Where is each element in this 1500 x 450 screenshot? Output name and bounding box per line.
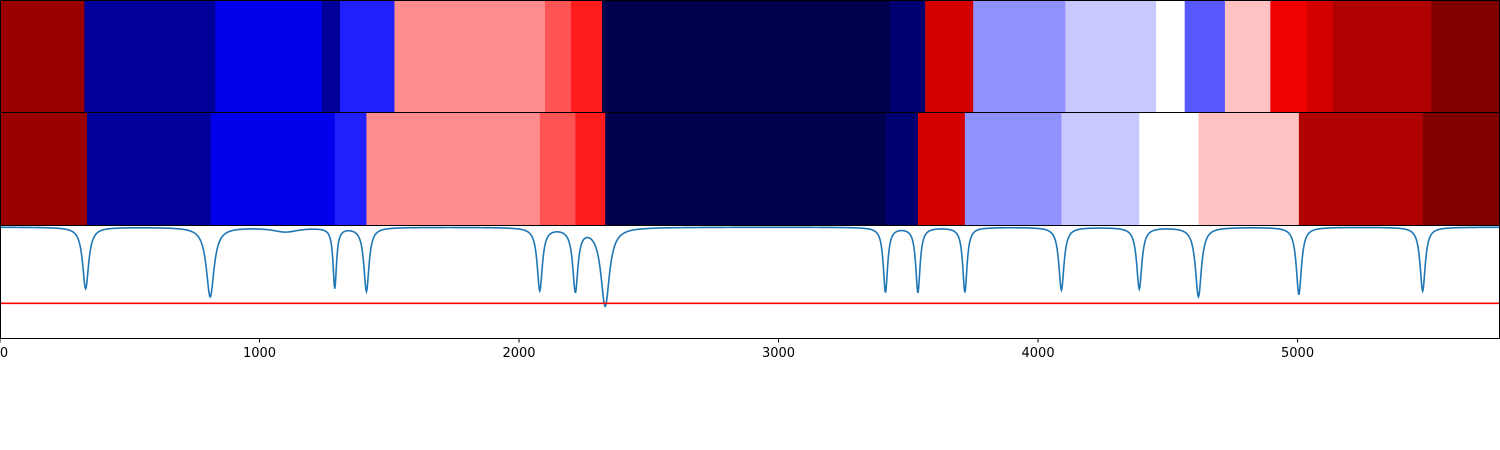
heatmap-segment xyxy=(925,1,974,112)
heatmap-segment xyxy=(964,113,1063,225)
heatmap-segment xyxy=(602,1,891,112)
heatmap-segment xyxy=(539,113,576,225)
heatmap-segment xyxy=(1306,1,1334,112)
score-series-line xyxy=(0,226,1500,308)
heatmap-segment xyxy=(885,113,919,225)
heatmap-segment xyxy=(1061,113,1140,225)
heatmap-segment xyxy=(1422,113,1500,225)
heatmap-segment xyxy=(1431,1,1500,112)
heatmap-segment xyxy=(394,1,546,112)
heatmap-panel-top xyxy=(0,1,1500,112)
x-tick-label: 2000 xyxy=(502,346,535,361)
heatmap-segment xyxy=(0,113,88,225)
heatmap-segment xyxy=(334,113,368,225)
heatmap-segment xyxy=(210,113,336,225)
x-tick-label: 0 xyxy=(0,346,8,361)
heatmap-segment xyxy=(1139,113,1200,225)
heatmap-segment xyxy=(1332,1,1432,112)
score-line-panel xyxy=(0,226,1500,308)
heatmap-segment xyxy=(1156,1,1186,112)
x-tick-label: 4000 xyxy=(1022,346,1055,361)
heatmap-segment xyxy=(575,113,606,225)
heatmap-segment xyxy=(1298,113,1424,225)
heatmap-segment xyxy=(339,1,396,112)
heatmap-segment xyxy=(1198,113,1300,225)
x-axis: 0 1000 2000 3000 4000 5000 xyxy=(0,338,1314,361)
heatmap-segment xyxy=(544,1,572,112)
x-tick-label: 5000 xyxy=(1281,346,1314,361)
heatmap-segment xyxy=(973,1,1066,112)
heatmap-segment xyxy=(1224,1,1271,112)
x-tick-label: 1000 xyxy=(243,346,276,361)
heatmap-segment xyxy=(86,113,212,225)
heatmap-segment xyxy=(366,113,541,225)
x-tick-label: 3000 xyxy=(762,346,795,361)
heatmap-segment xyxy=(1065,1,1157,112)
heatmap-segment xyxy=(1270,1,1308,112)
heatmap-segment xyxy=(0,1,85,112)
heatmap-segment xyxy=(917,113,966,225)
heatmap-segment xyxy=(1184,1,1226,112)
axes-frame xyxy=(0,225,1500,339)
heatmap-segment xyxy=(570,1,603,112)
heatmap-segment xyxy=(605,113,887,225)
heatmap-segment xyxy=(84,1,216,112)
heatmap-segment xyxy=(215,1,323,112)
heatmap-segment xyxy=(890,1,926,112)
heatmap-panel-middle xyxy=(0,113,1500,225)
heatmap-segment xyxy=(321,1,341,112)
